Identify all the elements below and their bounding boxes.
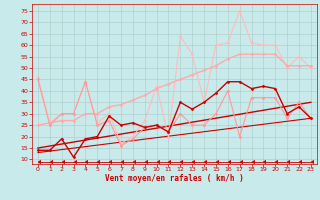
X-axis label: Vent moyen/en rafales ( km/h ): Vent moyen/en rafales ( km/h ) — [105, 174, 244, 183]
